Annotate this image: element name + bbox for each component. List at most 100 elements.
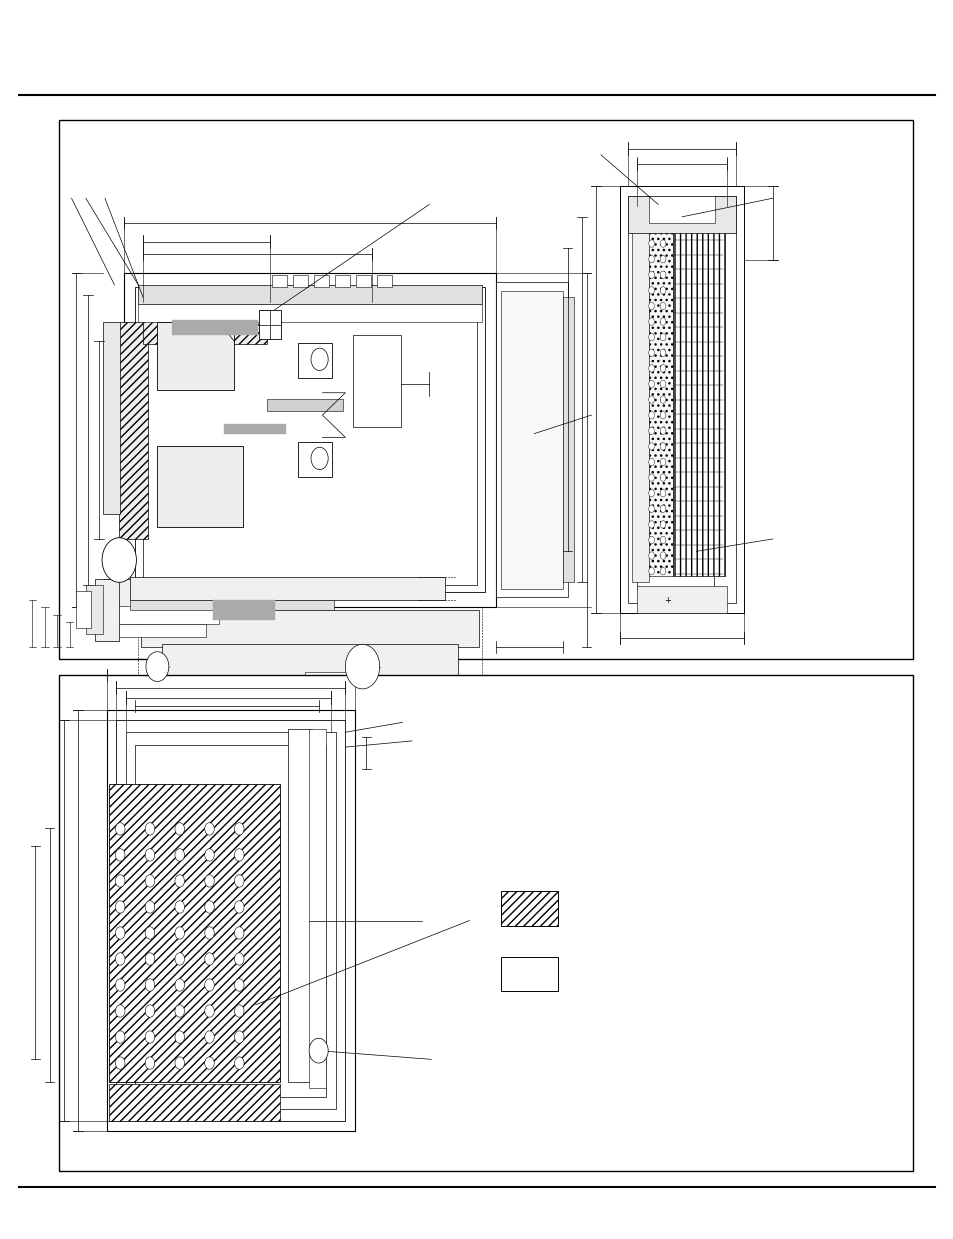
Circle shape	[659, 349, 665, 357]
Bar	[130, 577, 444, 600]
Bar	[143, 297, 267, 344]
Circle shape	[648, 536, 654, 544]
Bar	[138, 607, 481, 688]
Circle shape	[174, 1005, 184, 1017]
Circle shape	[648, 442, 654, 450]
Circle shape	[659, 240, 665, 248]
Circle shape	[205, 1005, 214, 1017]
Bar	[619, 186, 743, 613]
Text: +: +	[663, 596, 670, 606]
Circle shape	[145, 1005, 154, 1017]
Bar	[141, 610, 478, 647]
Circle shape	[174, 927, 184, 939]
Circle shape	[174, 979, 184, 991]
Bar	[648, 196, 715, 223]
Bar	[119, 322, 148, 539]
Bar	[103, 579, 233, 610]
Circle shape	[115, 1005, 125, 1017]
Circle shape	[115, 823, 125, 835]
Bar	[648, 223, 672, 576]
Bar	[138, 285, 481, 304]
Circle shape	[205, 927, 214, 939]
Bar	[109, 784, 280, 1082]
Bar	[314, 275, 329, 287]
Circle shape	[115, 953, 125, 965]
Bar	[500, 957, 558, 991]
Circle shape	[174, 901, 184, 913]
Circle shape	[659, 255, 665, 263]
Circle shape	[648, 318, 654, 326]
Bar	[126, 732, 335, 1109]
Circle shape	[659, 506, 665, 513]
Bar	[143, 295, 476, 585]
Bar	[108, 606, 219, 624]
Circle shape	[145, 1057, 154, 1069]
Bar	[116, 720, 345, 1121]
Circle shape	[659, 364, 665, 372]
Circle shape	[659, 458, 665, 466]
Bar	[293, 275, 308, 287]
Bar	[297, 442, 332, 477]
Circle shape	[659, 520, 665, 528]
Bar	[135, 745, 326, 1097]
Bar	[157, 446, 243, 527]
Circle shape	[659, 489, 665, 497]
Bar	[172, 320, 257, 335]
Circle shape	[145, 979, 154, 991]
Bar	[258, 310, 281, 339]
Circle shape	[174, 1057, 184, 1069]
Bar	[112, 624, 205, 637]
Bar	[213, 600, 274, 620]
Circle shape	[648, 489, 654, 497]
Bar	[627, 196, 736, 603]
Circle shape	[234, 979, 244, 991]
Bar	[76, 591, 91, 628]
Bar	[59, 675, 912, 1171]
Circle shape	[648, 240, 654, 248]
Circle shape	[309, 1038, 328, 1063]
Bar	[130, 600, 335, 610]
Bar	[353, 335, 400, 427]
Bar	[335, 275, 350, 287]
Circle shape	[659, 536, 665, 544]
Bar	[627, 196, 736, 233]
Bar	[355, 275, 371, 287]
Circle shape	[145, 823, 154, 835]
Bar	[109, 1084, 280, 1121]
Circle shape	[311, 447, 328, 470]
Circle shape	[659, 286, 665, 294]
Circle shape	[659, 271, 665, 279]
Circle shape	[115, 927, 125, 939]
Bar	[500, 891, 558, 926]
Circle shape	[648, 286, 654, 294]
Circle shape	[234, 927, 244, 939]
Bar	[272, 275, 287, 287]
Circle shape	[648, 411, 654, 419]
Circle shape	[234, 901, 244, 913]
Circle shape	[659, 318, 665, 326]
Circle shape	[115, 901, 125, 913]
Bar	[107, 710, 355, 1131]
Bar	[637, 211, 713, 589]
Bar	[162, 644, 457, 675]
Circle shape	[115, 849, 125, 861]
Circle shape	[648, 473, 654, 481]
Circle shape	[648, 349, 654, 357]
Circle shape	[205, 875, 214, 887]
Circle shape	[659, 396, 665, 404]
Circle shape	[234, 875, 244, 887]
Circle shape	[648, 458, 654, 466]
Bar	[124, 273, 496, 607]
Circle shape	[648, 506, 654, 513]
Bar	[267, 399, 343, 411]
Circle shape	[174, 1031, 184, 1043]
Circle shape	[115, 1031, 125, 1043]
Circle shape	[648, 551, 654, 559]
Circle shape	[145, 1031, 154, 1043]
Bar	[376, 275, 392, 287]
Circle shape	[648, 396, 654, 404]
Circle shape	[174, 849, 184, 861]
Circle shape	[659, 473, 665, 481]
Circle shape	[174, 875, 184, 887]
Bar	[297, 343, 332, 378]
